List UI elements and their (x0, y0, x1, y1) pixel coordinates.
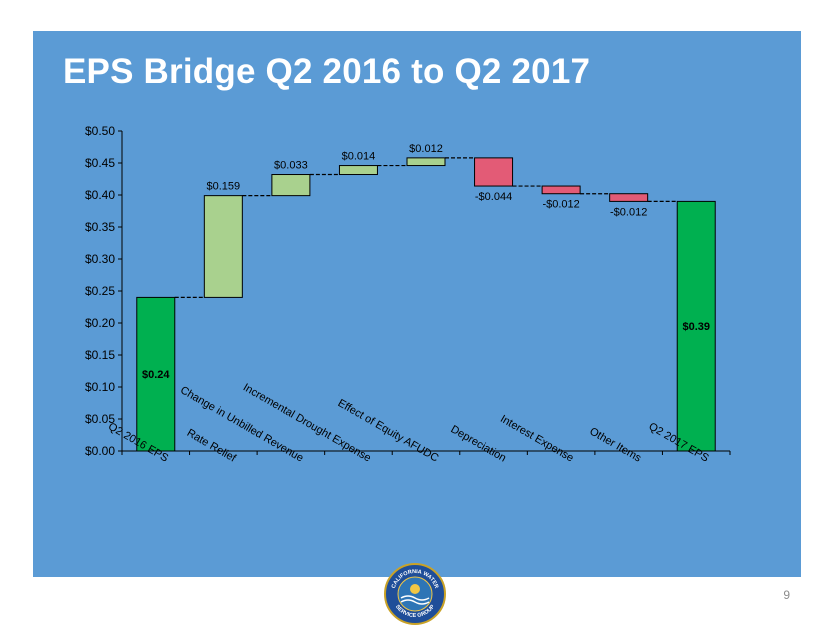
slide-title: EPS Bridge Q2 2016 to Q2 2017 (63, 52, 591, 91)
y-tick-label: $0.10 (85, 380, 115, 394)
category-label: Other Items (587, 425, 643, 464)
bar-increase (406, 157, 446, 167)
connector-lines (174, 157, 678, 298)
category-label: Incremental Drought Expense (241, 381, 373, 464)
page-number: 9 (783, 588, 790, 602)
data-label: -$0.012 (542, 199, 579, 211)
y-tick-label: $0.05 (85, 412, 115, 426)
chart-axes: $0.00 $0.05 $0.10 $0.15 $0.20 $0.25 $0.30 $0.35… (85, 124, 731, 458)
category-label: Depreciation (449, 423, 508, 464)
bar-decrease (541, 185, 581, 195)
y-tick-label: $0.45 (85, 156, 115, 170)
y-tick-label: $0.30 (85, 252, 115, 266)
data-label: $0.159 (207, 181, 241, 193)
y-tick-label: $0.25 (85, 284, 115, 298)
data-label: $0.012 (409, 143, 443, 155)
y-tick-label: $0.20 (85, 316, 115, 330)
data-label: -$0.012 (610, 206, 647, 218)
bar-total (136, 296, 176, 452)
bar-increase (203, 195, 243, 298)
y-tick-label: $0.40 (85, 188, 115, 202)
category-label: Rate Relief (185, 427, 239, 465)
category-label: Interest Expense (498, 413, 576, 465)
data-label: $0.014 (342, 151, 376, 163)
data-label: $0.24 (142, 369, 170, 381)
bar-total (676, 200, 716, 452)
y-tick-label: $0.35 (85, 220, 115, 234)
y-tick-label: $0.00 (85, 444, 115, 458)
bar-decrease (474, 157, 514, 187)
category-label: Change in Unbilled Revenue (178, 384, 305, 464)
data-labels: $0.24 $0.159 $0.033 $0.014 $0.012 -$0.044 -$0.… (142, 143, 710, 381)
data-label: $0.033 (274, 160, 308, 172)
data-label: -$0.044 (475, 191, 512, 203)
y-tick-label: $0.50 (85, 124, 115, 138)
company-logo: CALIFORNIA WATER SERVICE GROUP (384, 563, 446, 625)
y-tick-label: $0.15 (85, 348, 115, 362)
chart-bars (136, 157, 716, 452)
bar-increase (271, 174, 311, 197)
data-label: $0.39 (682, 321, 710, 333)
bar-increase (338, 165, 378, 176)
bar-decrease (609, 193, 649, 202)
